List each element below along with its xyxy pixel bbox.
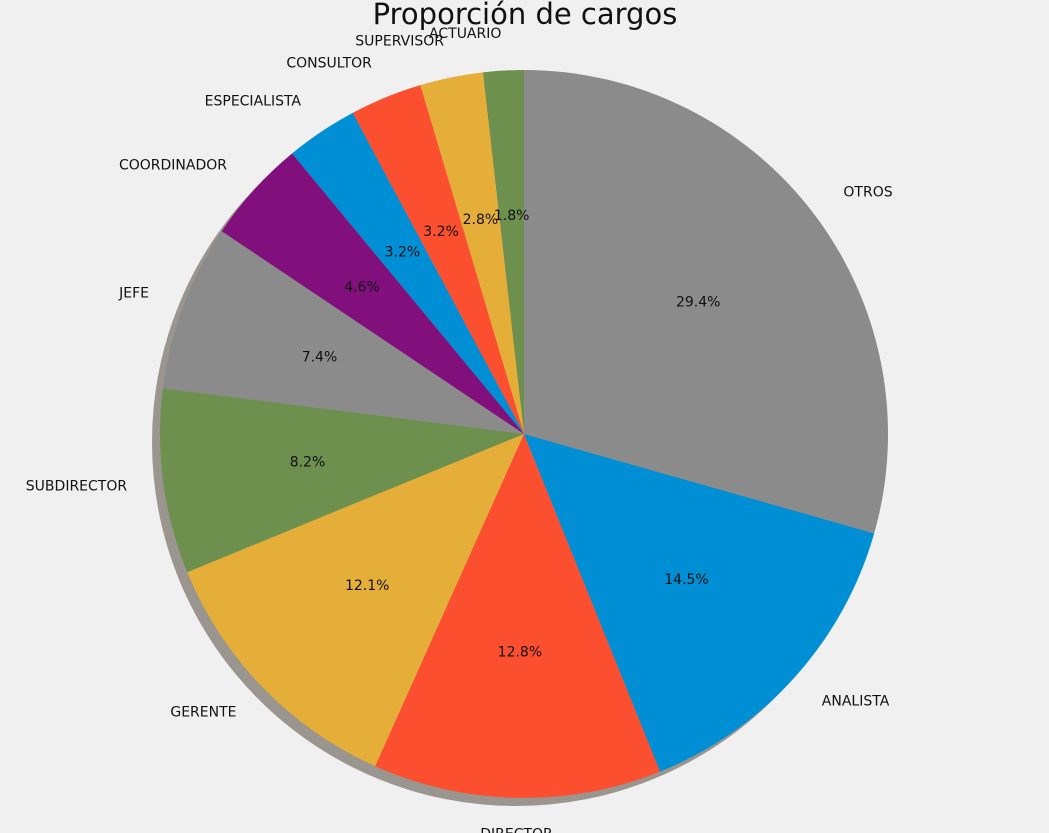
pie-slice-gerente bbox=[187, 434, 524, 767]
pie-slice-consultor bbox=[352, 85, 524, 434]
slice-label-actuario: ACTUARIO bbox=[429, 26, 501, 42]
pct-label-supervisor: 2.8% bbox=[463, 212, 499, 228]
pct-label-director: 12.8% bbox=[498, 644, 542, 660]
pie-slice-director bbox=[375, 434, 661, 799]
pct-label-especialista: 3.2% bbox=[385, 245, 421, 261]
slice-label-supervisor: SUPERVISOR bbox=[355, 34, 444, 50]
slice-label-consultor: CONSULTOR bbox=[286, 56, 372, 72]
pie-slices bbox=[159, 70, 889, 799]
slice-label-jefe: JEFE bbox=[118, 286, 149, 302]
pie-labels: ACTUARIO 1.8% SUPERVISOR 2.8% CONSULTOR 3.2% E… bbox=[26, 26, 893, 833]
pct-label-coordinador: 4.6% bbox=[344, 280, 380, 296]
pie-slice-subdirector bbox=[159, 388, 524, 573]
pie-slice-analista bbox=[524, 434, 875, 772]
pct-label-consultor: 3.2% bbox=[423, 224, 459, 240]
pie-slice-otros bbox=[524, 70, 889, 534]
slice-label-otros: OTROS bbox=[843, 185, 892, 201]
slice-label-coordinador: COORDINADOR bbox=[119, 158, 227, 174]
slice-label-especialista: ESPECIALISTA bbox=[205, 93, 302, 109]
chart-title: Proporción de cargos bbox=[373, 0, 678, 31]
slice-label-gerente: GERENTE bbox=[170, 705, 236, 721]
pie-slice-especialista bbox=[291, 112, 524, 434]
pct-label-analista: 14.5% bbox=[664, 572, 708, 588]
slice-label-analista: ANALISTA bbox=[822, 694, 890, 710]
pie-slice-supervisor bbox=[420, 72, 524, 434]
pct-label-subdirector: 8.2% bbox=[290, 455, 326, 471]
pie-slice-coordinador bbox=[221, 153, 524, 434]
pct-label-otros: 29.4% bbox=[676, 294, 720, 310]
pie-slice-actuario bbox=[482, 70, 524, 434]
pct-label-actuario: 1.8% bbox=[494, 208, 530, 224]
slice-label-director: DIRECTOR bbox=[480, 826, 553, 833]
pct-label-jefe: 7.4% bbox=[302, 349, 338, 365]
slice-label-subdirector: SUBDIRECTOR bbox=[26, 479, 128, 495]
pct-label-gerente: 12.1% bbox=[345, 578, 389, 594]
pie-slice-jefe bbox=[162, 231, 524, 434]
